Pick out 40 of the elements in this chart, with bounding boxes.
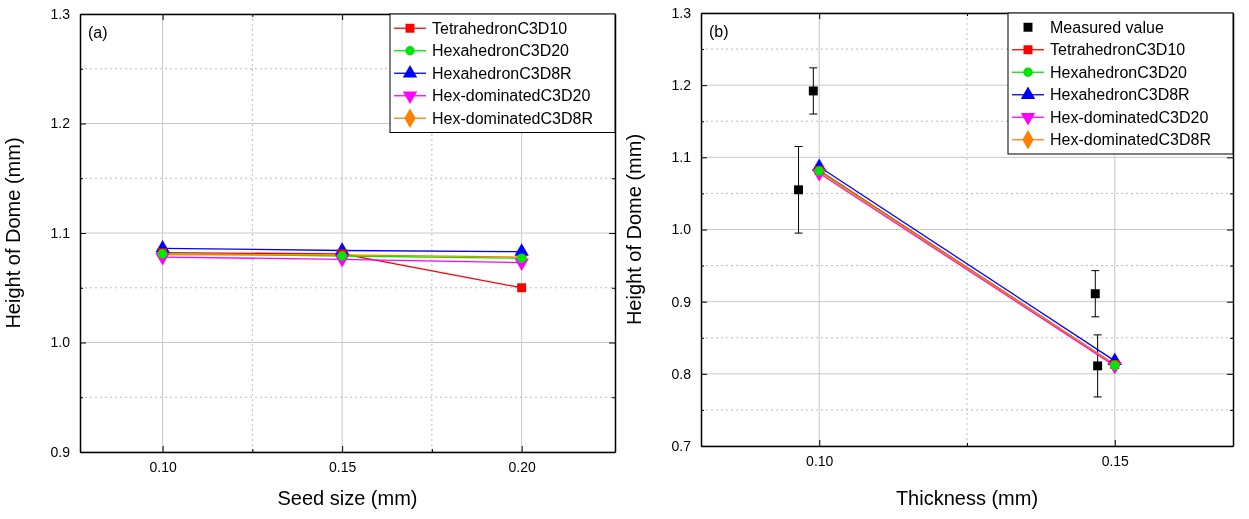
legend-label: HexahedronC3D20: [1050, 63, 1188, 81]
y-tick-label: 1.1: [50, 224, 71, 241]
x-axis-title: Seed size (mm): [277, 487, 418, 509]
point: [794, 185, 804, 195]
y-tick-label: 1.3: [50, 5, 71, 22]
legend-label: TetrahedronC3D10: [1050, 41, 1186, 59]
legend-label: Hex-dominatedC3D8R: [1050, 131, 1211, 149]
legend-label: HexahedronC3D20: [432, 42, 570, 60]
y-tick-label: 0.7: [671, 437, 692, 454]
point: [808, 86, 818, 96]
legend-label: Hex-dominatedC3D20: [1050, 108, 1209, 126]
legend-label: TetrahedronC3D10: [432, 19, 568, 37]
y-tick-label: 1.1: [671, 149, 692, 166]
y-axis-title: Height of Dome (mm): [2, 137, 24, 329]
legend-label: Measured value: [1050, 18, 1164, 36]
y-tick-label: 1.2: [50, 115, 71, 132]
x-tick-label: 0.15: [1101, 452, 1130, 469]
y-tick-label: 1.3: [671, 4, 692, 21]
legend-label: Hex-dominatedC3D20: [432, 87, 591, 105]
point: [1090, 289, 1100, 299]
x-tick-label: 0.10: [806, 452, 834, 469]
y-tick-label: 1.0: [671, 221, 692, 238]
annotation: (b): [709, 23, 729, 40]
x-tick-label: 0.10: [149, 458, 177, 475]
legend-label: Hex-dominatedC3D8R: [432, 109, 593, 127]
x-tick-label: 0.15: [328, 458, 357, 475]
point: [1093, 361, 1103, 371]
y-tick-label: 0.8: [671, 365, 692, 382]
y-axis-title: Height of Dome (mm): [623, 133, 645, 326]
y-tick-label: 0.9: [50, 443, 71, 460]
point: [516, 253, 527, 263]
point: [517, 283, 527, 293]
y-tick-label: 1.2: [671, 77, 692, 94]
y-tick-label: 0.9: [671, 293, 692, 310]
annotation: (a): [88, 24, 108, 41]
x-tick-label: 0.20: [508, 458, 536, 475]
legend-label: HexahedronC3D8R: [432, 64, 572, 82]
y-tick-label: 1.0: [50, 334, 71, 351]
x-axis-title: Thickness (mm): [895, 487, 1039, 509]
legend-label: HexahedronC3D8R: [1050, 86, 1190, 104]
